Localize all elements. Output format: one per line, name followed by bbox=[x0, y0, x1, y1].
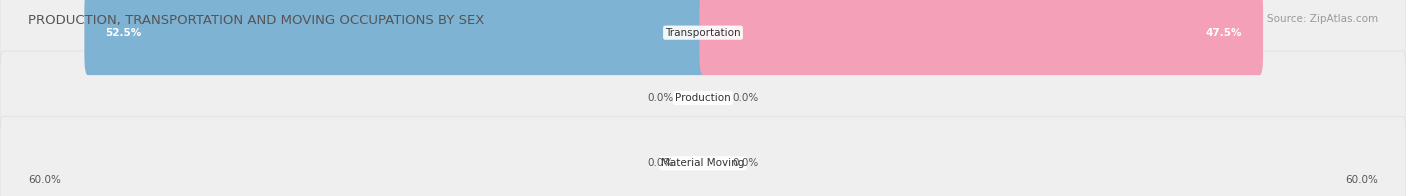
Text: 47.5%: 47.5% bbox=[1205, 28, 1241, 38]
Text: 60.0%: 60.0% bbox=[1346, 175, 1378, 185]
Text: 0.0%: 0.0% bbox=[647, 93, 673, 103]
Text: Production: Production bbox=[675, 93, 731, 103]
Text: Transportation: Transportation bbox=[665, 28, 741, 38]
FancyBboxPatch shape bbox=[0, 116, 1406, 196]
Text: 0.0%: 0.0% bbox=[733, 158, 759, 168]
Text: Source: ZipAtlas.com: Source: ZipAtlas.com bbox=[1267, 14, 1378, 24]
FancyBboxPatch shape bbox=[0, 0, 1406, 80]
FancyBboxPatch shape bbox=[700, 0, 1263, 75]
FancyBboxPatch shape bbox=[0, 51, 1406, 145]
Text: 60.0%: 60.0% bbox=[28, 175, 60, 185]
Text: 0.0%: 0.0% bbox=[733, 93, 759, 103]
Text: PRODUCTION, TRANSPORTATION AND MOVING OCCUPATIONS BY SEX: PRODUCTION, TRANSPORTATION AND MOVING OC… bbox=[28, 14, 485, 27]
FancyBboxPatch shape bbox=[84, 0, 707, 75]
Text: 0.0%: 0.0% bbox=[647, 158, 673, 168]
Text: Material Moving: Material Moving bbox=[661, 158, 745, 168]
Text: 52.5%: 52.5% bbox=[105, 28, 142, 38]
